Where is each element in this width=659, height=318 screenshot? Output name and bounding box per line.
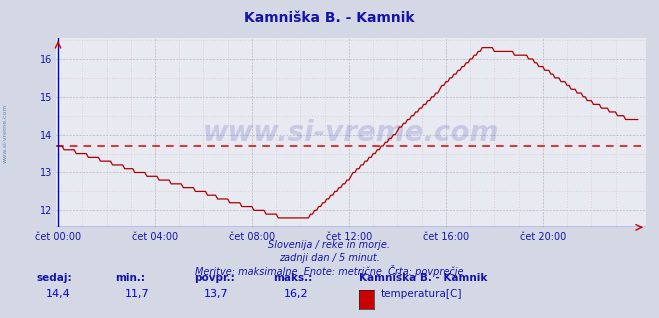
Text: temperatura[C]: temperatura[C] [381,289,463,299]
Text: 14,4: 14,4 [46,289,71,299]
Text: min.:: min.: [115,273,146,283]
Text: sedaj:: sedaj: [36,273,72,283]
Text: povpr.:: povpr.: [194,273,235,283]
Text: maks.:: maks.: [273,273,313,283]
Text: Meritve: maksimalne  Enote: metrične  Črta: povprečje: Meritve: maksimalne Enote: metrične Črta… [195,265,464,277]
Text: www.si-vreme.com: www.si-vreme.com [203,119,499,147]
Text: Slovenija / reke in morje.: Slovenija / reke in morje. [268,240,391,250]
Text: 11,7: 11,7 [125,289,150,299]
Text: 16,2: 16,2 [283,289,308,299]
Text: 13,7: 13,7 [204,289,229,299]
Text: Kamniška B. - Kamnik: Kamniška B. - Kamnik [359,273,488,283]
Text: zadnji dan / 5 minut.: zadnji dan / 5 minut. [279,253,380,263]
Text: Kamniška B. - Kamnik: Kamniška B. - Kamnik [244,11,415,25]
Text: www.si-vreme.com: www.si-vreme.com [3,104,8,163]
